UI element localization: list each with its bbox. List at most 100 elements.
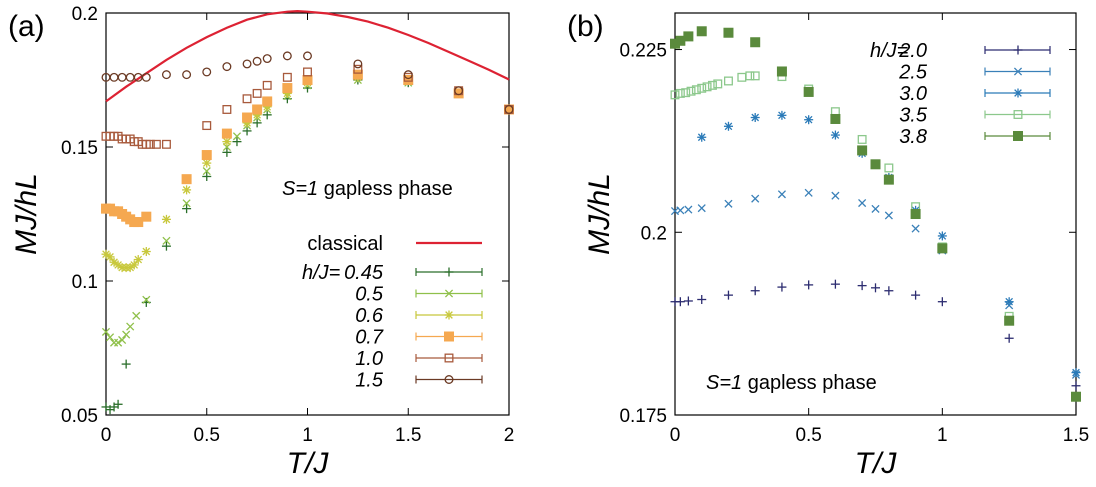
y-tick-label: 0.15 — [61, 138, 98, 159]
series-1-0 — [101, 64, 514, 149]
data-point — [242, 59, 252, 69]
y-axis-label: MJ/hL — [583, 173, 616, 255]
series-1-5 — [101, 51, 514, 114]
annotation-text: gapless phase — [318, 178, 453, 200]
data-point — [232, 132, 242, 141]
x-axis: 0 0.5 1 1.5 — [670, 13, 1089, 446]
data-point — [101, 327, 111, 336]
annotation-italic: S=1 — [282, 178, 318, 200]
data-point — [1004, 333, 1014, 343]
data-point — [262, 110, 272, 120]
legend: h/J=2.02.53.03.53.8 — [870, 40, 1051, 148]
data-point — [262, 96, 273, 107]
data-point — [282, 51, 292, 61]
data-point — [282, 83, 293, 94]
annotation: S=1 gapless phase — [282, 178, 453, 200]
data-point — [697, 132, 707, 142]
legend-marker — [444, 331, 454, 342]
data-point — [691, 85, 701, 95]
series-3-8 — [670, 26, 1081, 402]
data-point — [504, 105, 514, 114]
data-point — [303, 67, 312, 77]
data-point — [830, 113, 841, 124]
y-tick-label: 0.175 — [619, 406, 667, 427]
data-point — [723, 76, 733, 86]
data-point — [222, 62, 232, 72]
data-point — [221, 128, 232, 139]
data-point — [202, 171, 212, 181]
data-point — [242, 94, 252, 104]
data-point — [181, 174, 192, 185]
data-point — [151, 139, 161, 149]
plot-frame — [674, 12, 1077, 416]
panel-b: 0 0.5 1 1.5 0.175 0.2 0.225 T/J MJ/hL (b) S=1 gapl… — [567, 10, 1089, 480]
series-3-0 — [697, 110, 1081, 378]
data-point — [202, 158, 212, 168]
data-point — [182, 70, 192, 80]
data-point — [777, 110, 787, 120]
data-point — [830, 130, 840, 140]
legend-entry: 2.0 — [898, 40, 927, 62]
data-point — [129, 260, 139, 270]
data-point — [133, 217, 144, 228]
data-point — [911, 290, 921, 300]
legend-marker — [444, 375, 454, 384]
data-point — [353, 64, 363, 74]
annotation: S=1 gapless phase — [706, 372, 877, 394]
data-point — [302, 75, 313, 85]
data-point — [242, 126, 252, 136]
data-point — [161, 214, 171, 224]
data-point — [202, 67, 212, 77]
data-point — [745, 71, 755, 81]
data-point — [141, 247, 151, 257]
x-tick-label: 1 — [302, 425, 313, 446]
data-point — [683, 296, 693, 306]
data-point — [884, 163, 894, 173]
data-point — [684, 205, 693, 214]
data-point — [121, 359, 131, 369]
data-point — [201, 150, 212, 161]
data-point — [504, 104, 514, 115]
data-point — [182, 199, 191, 208]
legend-entry: 1.0 — [355, 348, 383, 370]
data-point — [870, 159, 881, 170]
legend-marker — [444, 267, 454, 277]
data-point — [884, 211, 893, 220]
data-point — [686, 86, 696, 96]
data-point — [122, 330, 131, 339]
y-tick-label: 0.225 — [619, 41, 667, 62]
data-point — [857, 281, 867, 291]
data-point — [182, 204, 192, 214]
x-tick-label: 0 — [670, 425, 681, 446]
y-tick-label: 0.1 — [72, 272, 98, 293]
data-point — [883, 174, 894, 185]
data-point — [723, 121, 733, 131]
data-point — [132, 311, 141, 320]
legend-marker — [1013, 131, 1023, 141]
data-point — [222, 147, 232, 157]
data-point — [161, 70, 171, 80]
data-point — [707, 80, 717, 90]
data-point — [871, 204, 880, 213]
data-point — [723, 290, 733, 300]
legend-prefix: h/J= — [302, 262, 340, 284]
legend-entry: 0.45 — [344, 262, 384, 284]
x-axis-label: T/J — [287, 447, 330, 480]
x-tick-label: 0.5 — [795, 425, 821, 446]
annotation-italic: S=1 — [706, 372, 742, 394]
x-axis-label: T/J — [855, 447, 898, 480]
panel-a: 0 0.5 1 1.5 2 0.05 0.1 0.15 0.2 T/J MJ/hL (a) S=1 ga… — [8, 4, 514, 480]
data-point — [750, 71, 760, 81]
annotation-text: gapless phase — [742, 372, 877, 394]
data-point — [118, 335, 127, 345]
data-point — [453, 88, 464, 99]
data-point — [117, 72, 127, 82]
legend-entry: 0.7 — [355, 327, 384, 349]
data-point — [751, 194, 760, 203]
data-point — [750, 286, 760, 296]
data-point — [282, 72, 292, 82]
data-point — [831, 191, 840, 200]
legend-entry: 3.8 — [899, 126, 927, 148]
data-point — [1071, 391, 1081, 402]
